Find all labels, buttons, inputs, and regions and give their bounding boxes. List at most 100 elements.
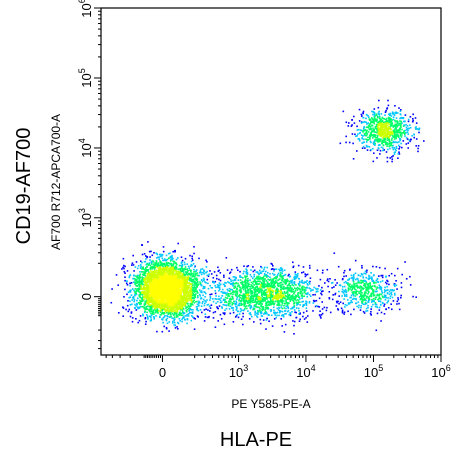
event-dot	[229, 312, 232, 315]
event-dot	[382, 125, 384, 128]
event-dot	[237, 282, 239, 285]
event-dot	[164, 310, 167, 313]
event-dot	[186, 268, 189, 270]
event-dot	[264, 299, 266, 301]
event-dot	[381, 141, 384, 144]
event-dot	[405, 123, 407, 126]
event-dot	[193, 289, 196, 292]
event-dot	[305, 310, 308, 312]
event-dot	[393, 131, 395, 133]
event-dot	[242, 323, 244, 326]
event-dot	[366, 149, 369, 151]
event-dot	[145, 320, 147, 323]
event-dot	[144, 279, 146, 281]
event-dot	[398, 151, 400, 153]
event-dot	[293, 291, 296, 293]
event-dot	[186, 300, 189, 302]
event-dot	[163, 312, 165, 314]
event-dot	[346, 304, 348, 307]
event-dot	[147, 264, 150, 266]
event-dot	[365, 117, 367, 120]
event-dot	[287, 284, 290, 286]
event-dot	[181, 310, 184, 313]
event-dot	[257, 280, 259, 283]
event-dot	[192, 290, 194, 292]
event-dot	[372, 120, 374, 123]
event-dot	[183, 299, 185, 301]
event-dot	[134, 290, 136, 293]
event-dot	[187, 313, 190, 315]
event-dot	[342, 291, 345, 294]
event-dot	[376, 132, 379, 134]
event-dot	[361, 300, 363, 303]
event-dot	[312, 302, 315, 304]
event-dot	[297, 293, 299, 295]
event-dot	[392, 148, 395, 151]
event-dot	[270, 300, 272, 302]
event-dot	[157, 263, 159, 266]
event-dot	[381, 133, 383, 136]
event-dot	[386, 135, 389, 138]
event-dot	[251, 292, 253, 295]
event-dot	[185, 286, 188, 288]
event-dot	[126, 270, 129, 272]
event-dot	[295, 307, 298, 309]
event-dot	[171, 309, 173, 311]
event-dot	[187, 304, 190, 307]
event-dot	[262, 300, 264, 303]
event-dot	[186, 318, 189, 320]
event-dot	[190, 311, 192, 314]
event-dot	[276, 289, 279, 291]
event-dot	[341, 290, 343, 293]
event-dot	[397, 124, 400, 127]
event-dot	[161, 304, 164, 307]
event-dot	[156, 265, 159, 267]
event-dot	[191, 259, 194, 262]
event-dot	[363, 272, 365, 275]
event-dot	[387, 148, 389, 151]
event-dot	[277, 274, 279, 276]
event-dot	[170, 270, 172, 272]
event-dot	[151, 275, 154, 278]
event-dot	[195, 289, 197, 291]
event-dot	[337, 309, 340, 311]
event-dot	[392, 140, 395, 143]
event-dot	[169, 309, 171, 311]
event-dot	[381, 280, 384, 282]
event-dot	[135, 261, 138, 263]
event-dot	[173, 319, 175, 322]
event-dot	[359, 131, 361, 134]
event-dot	[351, 277, 353, 279]
event-dot	[294, 277, 297, 280]
event-dot	[140, 267, 142, 269]
event-dot	[270, 310, 272, 313]
event-dot	[198, 274, 200, 277]
event-dot	[237, 316, 240, 319]
event-dot	[174, 318, 176, 320]
event-dot	[148, 281, 150, 284]
event-dot	[252, 266, 254, 268]
event-dot	[240, 289, 242, 292]
event-dot	[187, 293, 189, 296]
event-dot	[273, 295, 276, 297]
event-dot	[227, 293, 230, 295]
event-dot	[297, 292, 299, 294]
event-dot	[249, 298, 251, 301]
event-dot	[262, 270, 265, 272]
event-dot	[195, 282, 197, 284]
event-dot	[189, 308, 191, 311]
event-dot	[369, 282, 371, 285]
event-dot	[409, 140, 411, 143]
event-dot	[156, 253, 159, 256]
event-dot	[266, 281, 269, 284]
event-dot	[381, 274, 384, 277]
event-dot	[258, 273, 260, 275]
event-dot	[143, 288, 145, 291]
event-dot	[276, 293, 279, 295]
event-dot	[189, 305, 192, 307]
event-dot	[339, 284, 342, 287]
event-dot	[233, 287, 235, 290]
event-dot	[197, 303, 200, 305]
event-dot	[142, 279, 144, 281]
event-dot	[386, 156, 389, 159]
